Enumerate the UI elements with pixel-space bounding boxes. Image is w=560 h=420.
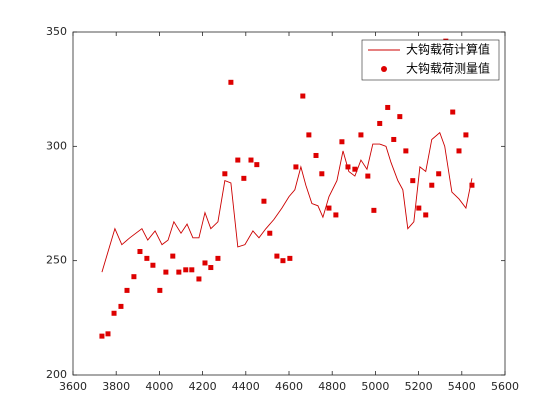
legend-text: 大钩载荷测量值 [406,61,490,76]
scatter-point [377,120,383,126]
scatter-point [189,267,195,273]
y-tick-label: 250 [46,254,67,267]
scatter-point [339,139,345,145]
x-tick-label: 3600 [59,380,87,393]
scatter-point [208,265,214,271]
scatter-point [170,253,176,259]
scatter-point [274,253,280,259]
scatter-point [261,198,267,204]
scatter-point [352,166,358,172]
scatter-point [183,267,189,273]
scatter-point [326,205,332,211]
plot-area [72,31,506,376]
scatter-point [267,230,273,236]
scatter-point [99,333,105,339]
scatter-point [105,331,111,337]
calc-line [101,131,473,273]
scatter-point [450,109,456,115]
scatter-point [365,173,371,179]
y-tick-label: 350 [46,25,67,38]
scatter-point [144,255,150,261]
scatter-point [248,157,254,163]
scatter-point [124,287,130,293]
scatter-point [358,132,364,138]
scatter-point [456,148,462,154]
scatter-point [300,93,306,99]
scatter-point [215,255,221,261]
scatter-point [436,171,442,177]
scatter-point [118,303,124,309]
scatter-point [403,148,409,154]
scatter-point [163,269,169,275]
x-tick-label: 4800 [318,380,346,393]
x-tick-label: 5200 [405,380,433,393]
scatter-point [150,262,156,268]
scatter-point [293,164,299,170]
legend-text: 大钩载荷计算值 [406,42,490,57]
scatter-point [385,104,391,110]
scatter-point [319,171,325,177]
scatter-point [410,178,416,184]
scatter-point [429,182,435,188]
scatter-point [345,164,351,170]
scatter-point [235,157,241,163]
x-tick-label: 4400 [232,380,260,393]
x-tick-label: 4000 [145,380,173,393]
x-tick-label: 5600 [491,380,519,393]
legend-marker [381,66,387,72]
scatter-point [397,114,403,120]
scatter-point [423,212,429,218]
scatter-point [333,212,339,218]
x-tick-label: 4200 [189,380,217,393]
y-tick-label: 200 [46,368,67,381]
scatter-point [202,260,208,266]
scatter-point [416,205,422,211]
scatter-point [137,249,143,255]
scatter-point [391,136,397,142]
y-tick-label: 300 [46,139,67,152]
x-tick-label: 4600 [275,380,303,393]
scatter-point [222,171,228,177]
scatter-point [176,269,182,275]
scatter-point [228,79,234,85]
x-tick-label: 5400 [448,380,476,393]
scatter-point [254,162,260,168]
scatter-point [306,132,312,138]
scatter-point [241,175,247,181]
scatter-point [131,274,137,280]
scatter-point [280,258,286,264]
scatter-point [196,276,202,282]
x-tick-label: 5000 [361,380,389,393]
scatter-point [313,152,319,158]
scatter-point [287,255,293,261]
scatter-point [371,207,377,213]
legend-box [361,39,500,81]
scatter-point [469,182,475,188]
scatter-point [157,287,163,293]
scatter-point [463,132,469,138]
scatter-point [111,310,117,316]
x-tick-label: 3800 [102,380,130,393]
